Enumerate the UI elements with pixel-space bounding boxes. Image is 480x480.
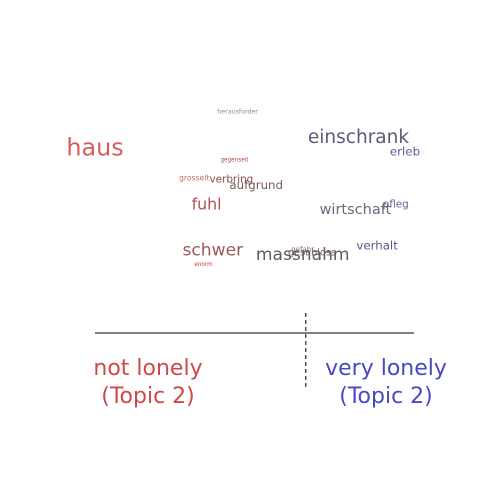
word-label: grosselt bbox=[179, 173, 209, 182]
word-label: herausforder bbox=[217, 109, 258, 116]
word-label: haus bbox=[66, 133, 123, 161]
word-label: verbring bbox=[210, 174, 254, 186]
word-label: wirtschaft bbox=[320, 202, 392, 218]
left-annotation-line1: not lonely bbox=[93, 356, 202, 381]
right-annotation-line1: very lonely bbox=[325, 356, 447, 381]
word-label: enorm bbox=[194, 262, 213, 268]
word-label: verhalt bbox=[356, 238, 398, 252]
word-label: pfleg bbox=[383, 199, 409, 211]
word-label: gefahr bbox=[291, 246, 314, 254]
right-annotation-line2: (Topic 2) bbox=[339, 384, 433, 409]
word-label: gegenseit bbox=[220, 158, 249, 164]
left-annotation-line2: (Topic 2) bbox=[101, 384, 195, 409]
word-label: erleb bbox=[390, 144, 420, 158]
word-label: einschrank bbox=[308, 127, 409, 148]
word-label: fuhl bbox=[192, 195, 222, 214]
word-label: schwer bbox=[182, 241, 244, 261]
word-label: aufgrund bbox=[229, 178, 283, 192]
word-labels: herausforder einschrank haus erleb gegenseit… bbox=[66, 109, 420, 269]
word-label: gesabloss bbox=[288, 248, 336, 259]
word-label: massnahm bbox=[256, 245, 350, 265]
